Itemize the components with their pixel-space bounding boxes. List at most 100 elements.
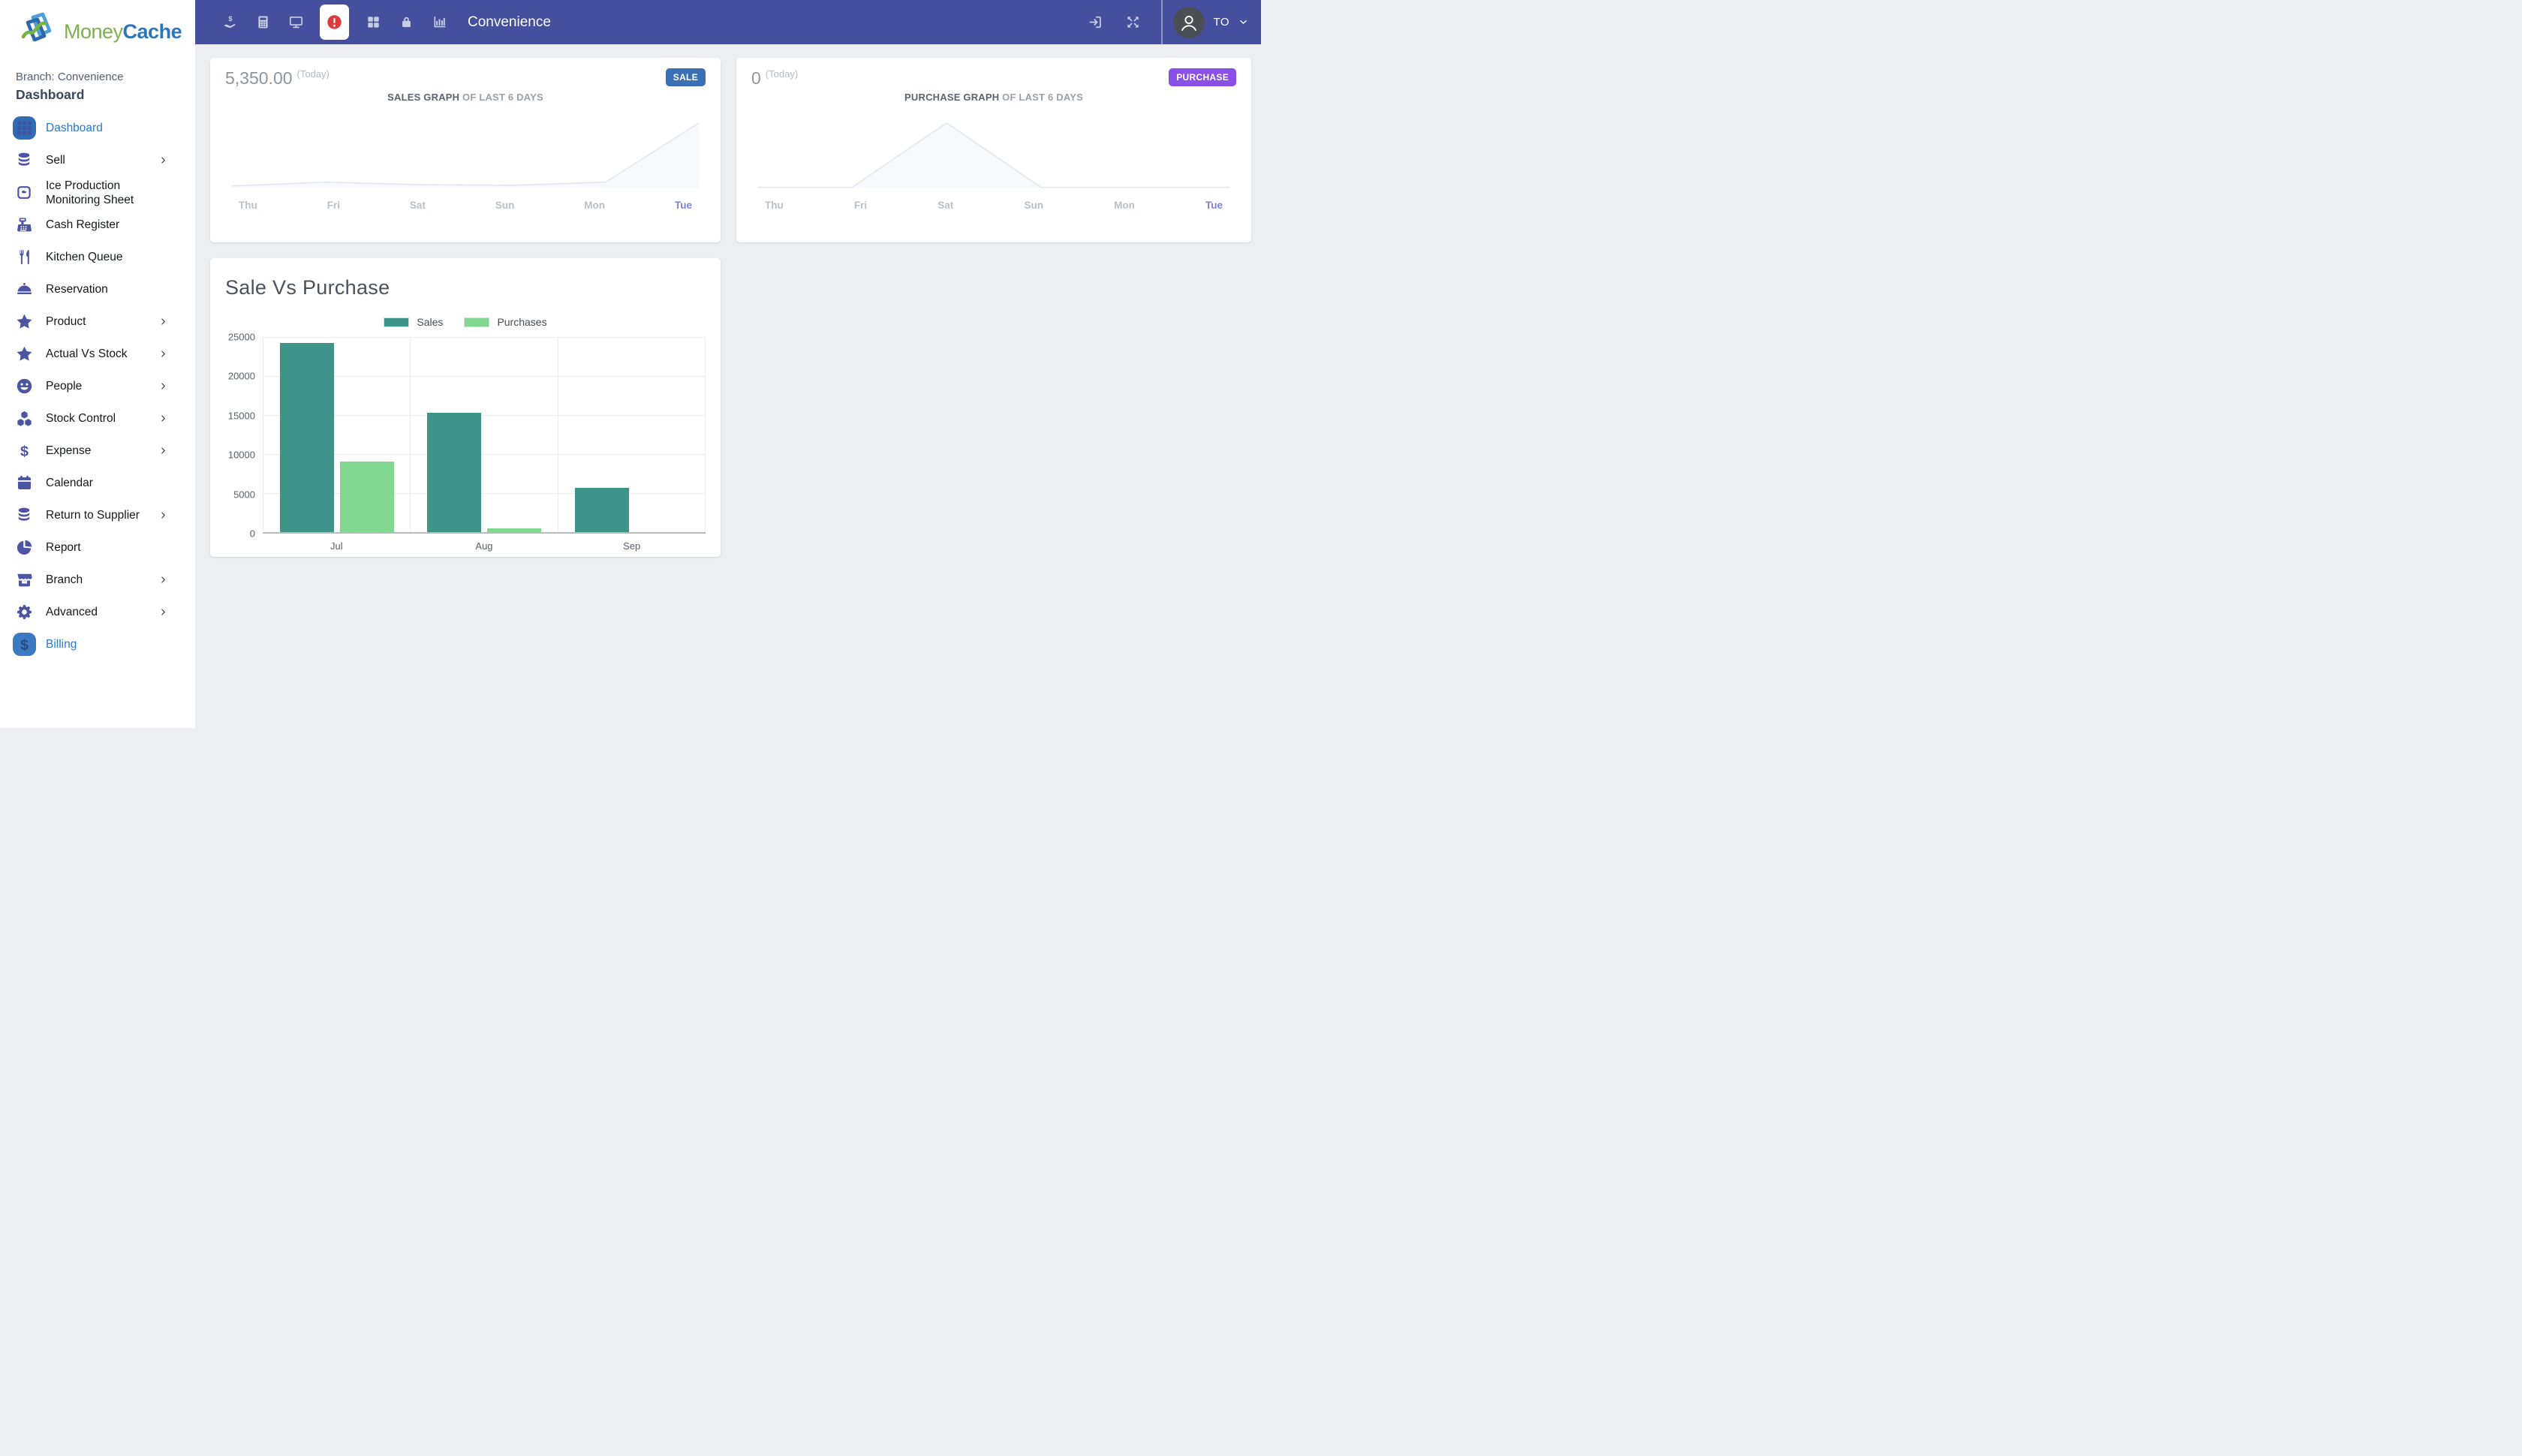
sidebar-item-advanced[interactable]: Advanced: [0, 596, 195, 628]
day-label-sun: Sun: [1024, 200, 1043, 211]
cloche-icon: [13, 278, 36, 301]
chart-legend: Sales Purchases: [225, 316, 706, 328]
day-label-fri: Fri: [853, 200, 868, 211]
coins-icon: [13, 149, 36, 172]
sidebar-item-expense[interactable]: $ Expense: [0, 435, 195, 467]
bar-chart-icon[interactable]: [430, 14, 448, 32]
day-label-sat: Sat: [409, 200, 426, 211]
sidebar-item-label: Return to Supplier: [46, 509, 140, 522]
day-label-tue: Tue: [674, 200, 692, 211]
sidebar-item-label: Sell: [46, 154, 65, 167]
sales-bar-sep: [574, 488, 629, 532]
sales-graph-card: 5,350.00 (Today) SALE SALES GRAPH OF LAS…: [210, 58, 721, 242]
y-tick-label: 5000: [233, 489, 255, 501]
sidebar-item-kitchen-queue[interactable]: Kitchen Queue: [0, 241, 195, 273]
sidebar-item-cash-register[interactable]: Cash Register: [0, 209, 195, 241]
sidebar-item-sell[interactable]: Sell: [0, 144, 195, 176]
chevron-right-icon: [158, 446, 168, 456]
sidebar-item-people[interactable]: People: [0, 370, 195, 402]
sidebar-item-label: Advanced: [46, 606, 98, 618]
smiley-icon: [13, 375, 36, 398]
purchase-graph-title: PURCHASE GRAPH OF LAST 6 DAYS: [904, 92, 1083, 103]
sidebar-item-product[interactable]: Product: [0, 305, 195, 338]
y-tick-label: 20000: [227, 370, 255, 382]
dashboard-icon: [13, 116, 36, 140]
sales-card-header: 5,350.00 (Today) SALE: [225, 68, 706, 89]
y-tick-label: 15000: [227, 410, 255, 422]
navbar-right: TO: [1086, 0, 1261, 44]
day-label-mon: Mon: [584, 200, 606, 211]
sales-line-chart: [225, 109, 706, 188]
sidebar-item-calendar[interactable]: Calendar: [0, 467, 195, 499]
chevron-right-icon: [158, 155, 168, 165]
star-icon: [13, 310, 36, 333]
sidebar-item-actual-vs-stock[interactable]: Actual Vs Stock: [0, 338, 195, 370]
bar-group-jul: [263, 337, 411, 532]
chevron-right-icon: [158, 349, 168, 359]
sales-graph-title: SALES GRAPH OF LAST 6 DAYS: [387, 92, 543, 103]
hand-holding-dollar-icon[interactable]: $: [221, 14, 239, 32]
sales-day-labels: Thu Fri Sat Sun Mon Tue: [225, 200, 706, 211]
gridline-h: [263, 415, 706, 416]
dollar-icon: $: [13, 439, 36, 462]
day-label-fri: Fri: [327, 200, 340, 211]
gridline-h: [263, 376, 706, 377]
sidebar-item-return-to-supplier[interactable]: Return to Supplier: [0, 499, 195, 531]
sidebar-item-label: Product: [46, 315, 86, 328]
svg-text:$: $: [20, 443, 29, 459]
logo-text: MoneyCache: [64, 20, 182, 43]
day-label-thu: Thu: [765, 200, 784, 211]
avatar: [1173, 6, 1205, 38]
gridline-h: [263, 493, 706, 494]
sidebar-item-label: Calendar: [46, 477, 93, 489]
calendar-icon: [13, 471, 36, 495]
main-content: 5,350.00 (Today) SALE SALES GRAPH OF LAS…: [195, 44, 1261, 728]
x-axis: Jul Aug Sep: [263, 540, 706, 552]
user-menu[interactable]: TO: [1163, 0, 1261, 44]
sidebar-item-billing[interactable]: $ Billing: [0, 628, 195, 660]
moneycache-logo-icon: [21, 12, 52, 42]
sidebar-item-report[interactable]: Report: [0, 531, 195, 564]
user-initials: TO: [1213, 16, 1229, 29]
gridline-v: [705, 337, 706, 532]
svg-text:$: $: [228, 15, 232, 23]
sidebar-item-label: Report: [46, 541, 81, 554]
bar-group-sep: [558, 337, 706, 532]
sidebar-item-ice-production-monitoring-sheet[interactable]: Ice Production Monitoring Sheet: [0, 176, 195, 209]
sidebar: MoneyCache Branch: Convenience Dashboard…: [0, 0, 195, 728]
logo: MoneyCache: [0, 0, 195, 51]
navbar: $ Convenience TO: [195, 0, 1261, 44]
sign-in-icon[interactable]: [1086, 14, 1104, 32]
chevron-right-icon: [158, 510, 168, 520]
cash-register-icon: [13, 213, 36, 236]
desktop-icon[interactable]: [287, 14, 305, 32]
sidebar-item-label: Ice Production Monitoring Sheet: [46, 179, 134, 206]
sidebar-item-reservation[interactable]: Reservation: [0, 273, 195, 305]
alert-icon[interactable]: [320, 5, 349, 40]
sidebar-item-label: Branch: [46, 573, 83, 586]
y-tick-label: 0: [249, 528, 255, 540]
sales-today-label: (Today): [296, 68, 330, 80]
bar-group-aug: [411, 337, 558, 532]
sidebar-item-branch[interactable]: Branch: [0, 564, 195, 596]
lock-icon[interactable]: [397, 14, 415, 32]
expand-icon[interactable]: [1124, 14, 1142, 32]
sidebar-item-label: Actual Vs Stock: [46, 347, 128, 360]
chevron-right-icon: [158, 414, 168, 423]
chevron-down-icon: [1238, 17, 1249, 28]
navbar-left-icons: $: [221, 0, 448, 44]
legend-item-purchases: Purchases: [464, 316, 547, 328]
y-axis: 0 5000 10000 15000 20000 25000: [225, 332, 263, 540]
sidebar-section-title: Dashboard: [16, 87, 85, 102]
sidebar-item-stock-control[interactable]: Stock Control: [0, 402, 195, 435]
sales-area: [231, 122, 700, 188]
sidebar-item-label: People: [46, 380, 83, 393]
grid-icon[interactable]: [364, 14, 382, 32]
day-label-mon: Mon: [1114, 200, 1135, 211]
calculator-icon[interactable]: [254, 14, 272, 32]
navbar-divider: [1161, 0, 1163, 44]
chevron-right-icon: [158, 575, 168, 585]
purchase-today-label: (Today): [765, 68, 799, 80]
navbar-branch-title: Convenience: [468, 14, 551, 30]
sidebar-item-dashboard[interactable]: Dashboard: [0, 112, 195, 144]
